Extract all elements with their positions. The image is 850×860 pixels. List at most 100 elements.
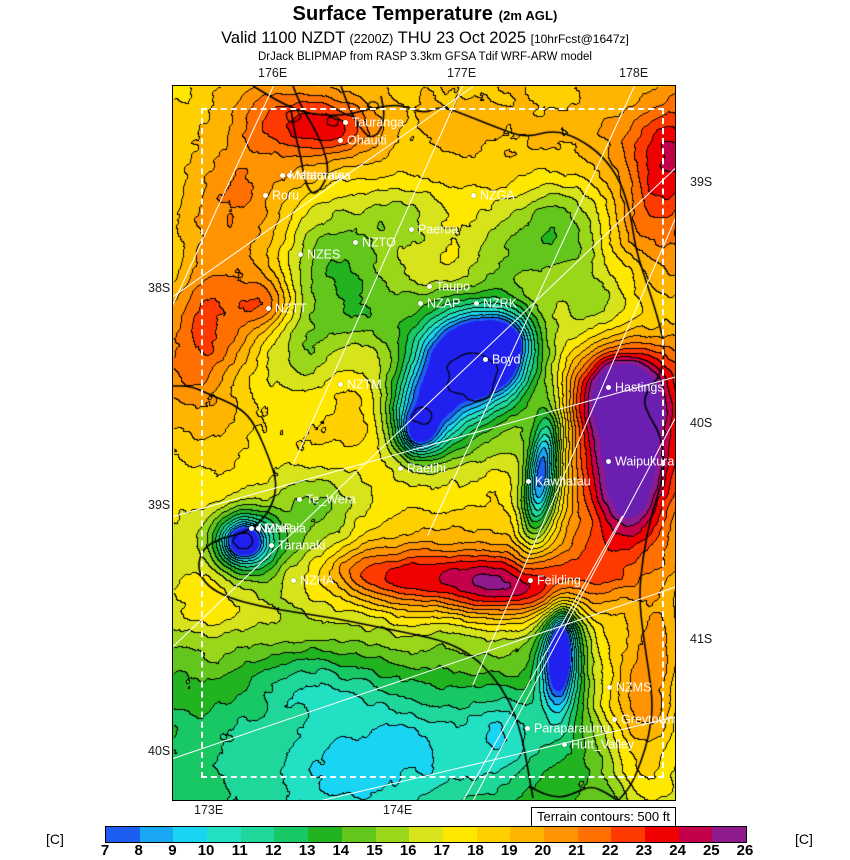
colorbar-segment (173, 827, 208, 842)
station-marker[interactable]: Taranaki (269, 539, 325, 552)
colorbar-tick: 9 (168, 842, 177, 859)
colorbar-tick: 20 (534, 842, 552, 859)
page-title-text: Surface Temperature (292, 3, 493, 25)
station-marker[interactable]: Raetihi (398, 462, 446, 475)
colorbar-unit-right: [C] (795, 831, 813, 847)
station-label: NZRK (483, 296, 518, 311)
station-dot-icon (606, 459, 611, 465)
colorbar-tick-labels: 7 8 9 10 11 12 13 14 15 16 17 18 19 20 21 22 23 24 25 26 (0, 842, 850, 860)
station-marker[interactable]: Paeroa (409, 223, 458, 236)
station-label: NZTT (275, 301, 307, 316)
station-dot-icon (291, 578, 296, 584)
colorbar-segment (139, 827, 174, 842)
colorbar-swatches (105, 826, 747, 843)
terrain-contour-legend: Terrain contours: 500 ft (531, 807, 676, 827)
colorbar-tick: 24 (669, 842, 686, 859)
station-marker[interactable]: NZTT (266, 302, 307, 315)
station-dot-icon (474, 301, 479, 307)
station-marker[interactable]: Manaia (256, 522, 306, 535)
station-dot-icon (427, 284, 432, 290)
colorbar-segment (274, 827, 309, 842)
station-label: Boyd (492, 352, 521, 367)
station-label: Roru (272, 188, 300, 203)
valid-utc-time: (2200Z) (349, 32, 394, 46)
lon-tick-top: 178E (619, 66, 649, 80)
station-marker[interactable]: Roru (263, 189, 299, 202)
lon-tick-bottom: 174E (383, 803, 413, 817)
lon-tick-top: 177E (447, 66, 477, 80)
model-domain-right-edge (662, 108, 664, 778)
station-label: Tauranga (352, 115, 405, 130)
title-block: Surface Temperature (2m AGL) Valid 1100 … (0, 0, 850, 64)
station-dot-icon (353, 240, 358, 246)
station-marker[interactable]: Te_Wera (297, 493, 356, 506)
lon-tick-top: 176E (258, 66, 288, 80)
station-marker[interactable]: Hutt_Valley (562, 738, 634, 751)
station-label: NZMS (616, 680, 652, 695)
station-dot-icon (528, 578, 533, 584)
forecast-hour: [10hrFcst@1647z] (530, 32, 629, 46)
station-dot-icon (606, 385, 611, 391)
temperature-map[interactable]: Tauranga Ohauiti Matamata Matarawa Roru NZGA P… (172, 85, 676, 801)
colorbar-tick: 16 (399, 842, 417, 859)
station-marker[interactable]: Kawhatau (526, 475, 591, 488)
colorbar-tick: 15 (366, 842, 383, 859)
station-marker[interactable]: Boyd (483, 353, 521, 366)
station-marker[interactable]: NZTM (338, 378, 382, 391)
station-marker[interactable]: NZTO (353, 236, 396, 249)
colorbar-segment (611, 827, 645, 842)
station-label: Greytown (621, 712, 675, 727)
colorbar-segment (207, 827, 241, 842)
colorbar-tick: 10 (197, 842, 215, 859)
colorbar-segment (308, 827, 342, 842)
colorbar-tick: 25 (702, 842, 720, 859)
station-marker[interactable]: Hastings (606, 381, 664, 394)
station-label: Waipukurau (615, 454, 676, 469)
station-dot-icon (249, 526, 254, 532)
station-label: NZTO (362, 235, 396, 250)
station-marker[interactable]: Tauranga (343, 116, 404, 129)
colorbar-tick: 21 (568, 842, 585, 859)
station-label: Taranaki (278, 538, 326, 553)
station-label: NZNP (258, 521, 293, 536)
station-label: Matarawa (296, 168, 351, 183)
colorbar-segment (645, 827, 679, 842)
lon-tick-bottom: 173E (194, 803, 224, 817)
station-marker[interactable]: Matamata (280, 169, 345, 182)
station-marker[interactable]: NZNP (249, 522, 292, 535)
station-label: NZHA (300, 573, 335, 588)
station-label: NZES (307, 247, 341, 262)
colorbar-tick: 14 (332, 842, 350, 859)
model-description: DrJack BLIPMAP from RASP 3.3km GFSA Tdif… (257, 51, 592, 63)
station-dot-icon (266, 306, 271, 312)
colorbar-segment (375, 827, 410, 842)
station-label: Taupo (436, 279, 471, 294)
station-marker[interactable]: Ohauiti (338, 134, 387, 147)
station-marker[interactable]: Paraparaumu (525, 722, 610, 735)
station-marker[interactable]: Waipukurau (606, 454, 676, 469)
station-marker[interactable]: Greytown (612, 713, 675, 726)
station-marker[interactable]: NZGA (471, 189, 515, 202)
station-dot-icon (297, 497, 302, 503)
temperature-field-canvas (173, 86, 675, 800)
station-marker[interactable]: Taupo (427, 280, 470, 293)
station-dot-icon (612, 717, 617, 723)
station-dot-icon (418, 301, 423, 307)
lat-tick-left: 39S (148, 498, 171, 512)
station-marker[interactable]: NZMS (607, 681, 651, 694)
station-marker[interactable]: Matarawa (287, 169, 351, 182)
colorbar: [C] [C] 7 8 9 10 11 12 13 14 15 16 17 18 19 20 21 22 23 2… (0, 824, 850, 860)
colorbar-tick: 7 (100, 842, 110, 859)
colorbar-tick: 26 (736, 842, 754, 859)
colorbar-tick: 19 (500, 842, 518, 859)
station-marker[interactable]: NZHA (291, 574, 334, 587)
station-dot-icon (287, 173, 292, 179)
station-marker[interactable]: Feilding (528, 574, 581, 587)
colorbar-tick: 13 (298, 842, 316, 859)
station-marker[interactable]: NZAP (418, 297, 460, 310)
station-marker[interactable]: NZES (298, 248, 340, 261)
station-marker[interactable]: NZRK (474, 297, 517, 310)
station-label: NZGA (480, 188, 515, 203)
valid-time-line: Valid 1100 NZDT (2200Z) THU 23 Oct 2025 … (0, 28, 850, 49)
station-dot-icon (526, 479, 531, 485)
